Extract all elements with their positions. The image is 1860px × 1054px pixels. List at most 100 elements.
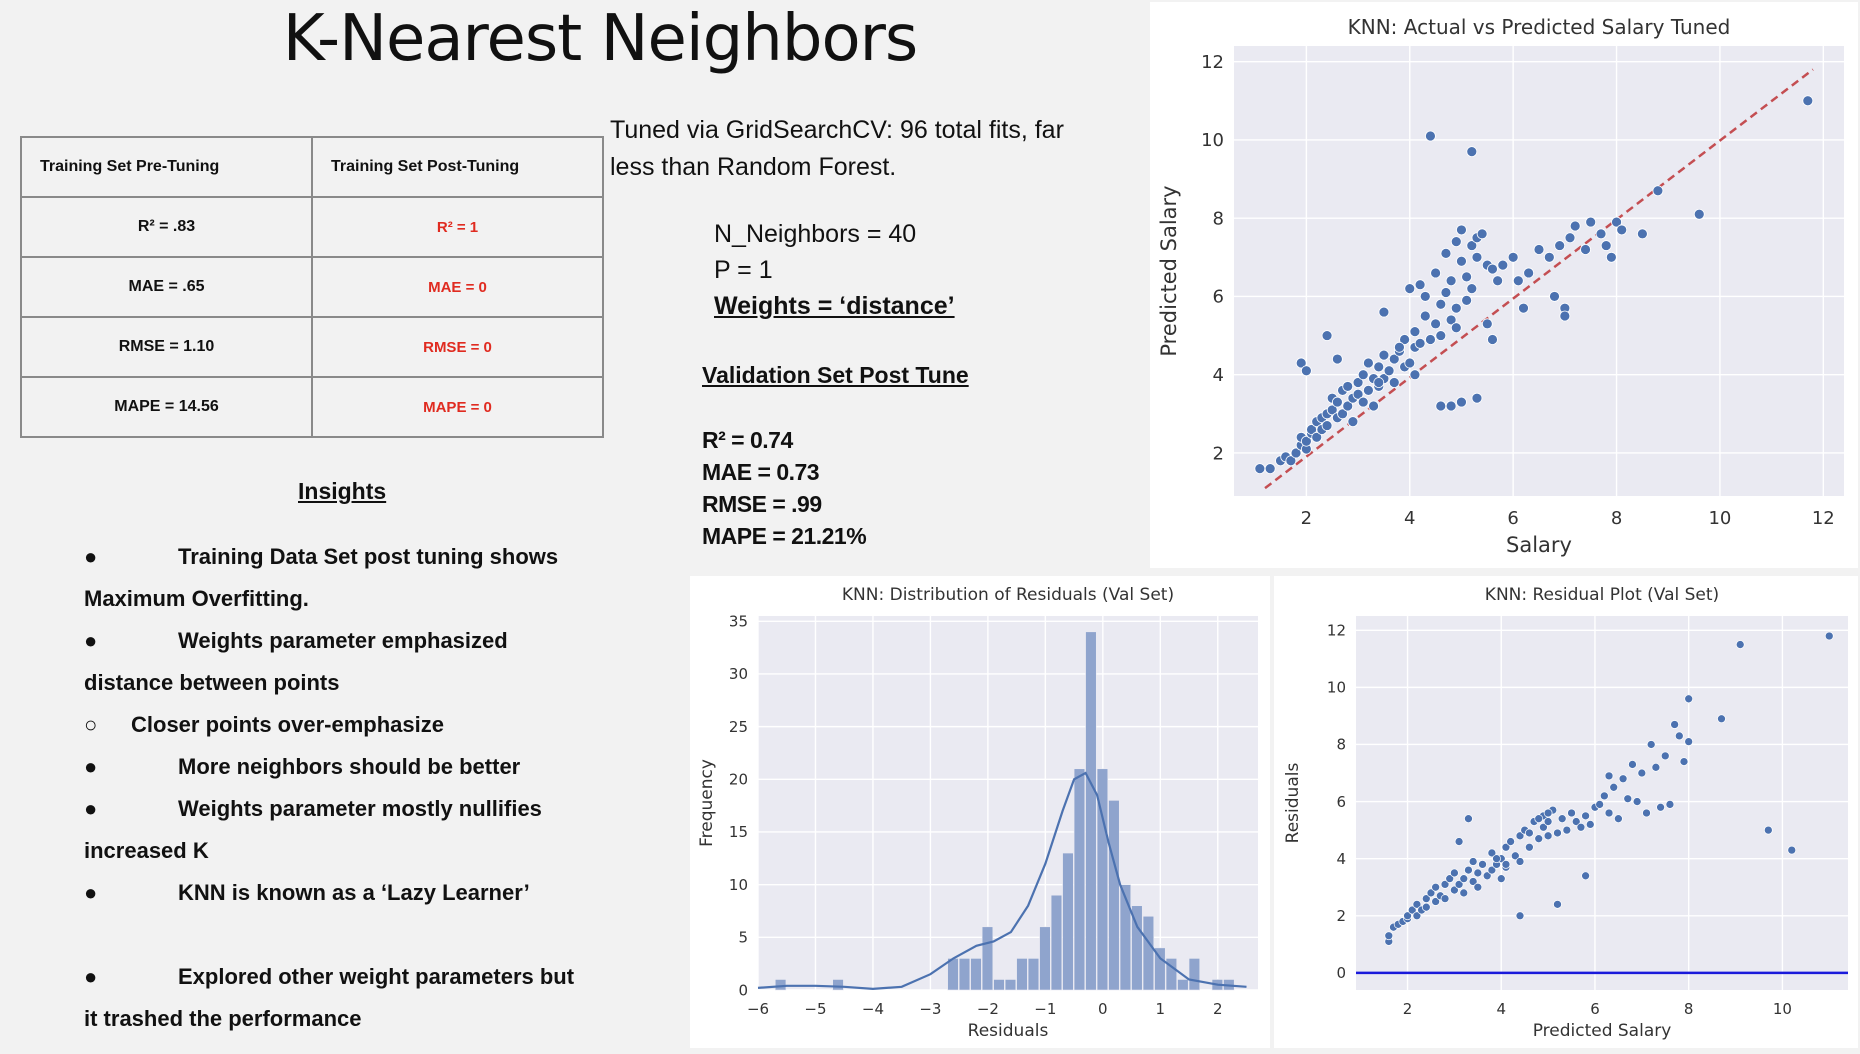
x-axis-label: Residuals bbox=[968, 1021, 1049, 1041]
data-point bbox=[1450, 868, 1459, 878]
data-point bbox=[1421, 902, 1431, 912]
data-point bbox=[1456, 255, 1467, 267]
data-point bbox=[1421, 894, 1431, 903]
data-point bbox=[1581, 871, 1590, 881]
data-point bbox=[1660, 751, 1670, 761]
x-tick-label: −4 bbox=[862, 1000, 884, 1018]
data-point bbox=[1419, 310, 1431, 322]
data-point bbox=[1670, 720, 1679, 729]
data-point bbox=[1763, 825, 1773, 835]
insight-item: ● KNN is known as a ‘Lazy Learner’ bbox=[84, 872, 644, 914]
insight-item: ● Training Data Set post tuning shows bbox=[84, 536, 644, 578]
bullet-icon: ● bbox=[84, 880, 98, 905]
x-tick-label: 4 bbox=[1496, 1000, 1506, 1018]
x-tick-label: −5 bbox=[804, 1000, 826, 1018]
data-point bbox=[1388, 353, 1400, 365]
data-point bbox=[1471, 251, 1483, 263]
insight-text: Training Data Set post tuning shows bbox=[178, 544, 559, 569]
data-point bbox=[1501, 860, 1511, 869]
histogram-bar bbox=[1142, 915, 1155, 991]
reference-line bbox=[1264, 68, 1814, 490]
x-tick-label: 6 bbox=[1590, 1000, 1600, 1018]
data-point bbox=[1473, 868, 1483, 878]
data-point bbox=[1571, 817, 1581, 826]
data-point bbox=[1466, 240, 1478, 251]
histogram-bar bbox=[981, 926, 994, 991]
x-tick-label: −1 bbox=[1034, 1000, 1056, 1018]
data-point bbox=[1383, 365, 1395, 377]
data-point bbox=[1409, 326, 1421, 338]
y-tick-label: 8 bbox=[1336, 736, 1346, 754]
histogram-bar bbox=[1096, 768, 1109, 991]
data-point bbox=[1464, 814, 1473, 824]
data-point bbox=[1600, 240, 1612, 251]
y-tick-label: 30 bbox=[729, 665, 748, 683]
data-point bbox=[1518, 302, 1529, 314]
insight-text: KNN is known as a ‘Lazy Learner’ bbox=[178, 880, 530, 905]
data-point bbox=[1605, 251, 1617, 263]
data-point bbox=[1326, 404, 1338, 416]
table-row: R² = .83 R² = 1 bbox=[20, 196, 604, 258]
insight-item: ● Weights parameter emphasized bbox=[84, 620, 644, 662]
data-point bbox=[1440, 247, 1452, 259]
data-point bbox=[1679, 757, 1689, 766]
data-point bbox=[1352, 388, 1364, 400]
table-header-post: Training Set Post-Tuning bbox=[311, 136, 604, 198]
x-tick-label: 10 bbox=[1708, 508, 1731, 529]
insight-text: More neighbors should be better bbox=[178, 754, 521, 779]
data-point bbox=[1321, 420, 1333, 431]
insight-item: ● Weights parameter mostly nullifies bbox=[84, 788, 644, 830]
x-tick-label: 2 bbox=[1301, 508, 1312, 529]
data-point bbox=[1461, 294, 1473, 306]
data-point bbox=[1515, 911, 1525, 921]
data-point bbox=[1478, 860, 1487, 869]
data-point bbox=[1399, 334, 1410, 345]
data-point bbox=[1445, 314, 1457, 326]
x-tick-label: 2 bbox=[1403, 1000, 1413, 1018]
param-p: P = 1 bbox=[714, 256, 773, 284]
table-row: MAE = .65 MAE = 0 bbox=[20, 256, 604, 318]
data-point bbox=[1404, 357, 1416, 369]
data-point bbox=[1435, 400, 1447, 412]
x-tick-label: 8 bbox=[1684, 1000, 1694, 1018]
histogram-bar bbox=[1154, 947, 1166, 991]
data-point bbox=[1824, 631, 1834, 641]
data-point bbox=[1430, 267, 1442, 279]
data-point bbox=[1543, 817, 1553, 826]
data-point bbox=[1454, 880, 1464, 889]
insight-continuation: increased K bbox=[84, 838, 209, 863]
data-point bbox=[1431, 882, 1441, 892]
data-point bbox=[1507, 251, 1519, 263]
table-cell-pre: MAPE = 14.56 bbox=[20, 376, 313, 438]
data-point bbox=[1337, 408, 1348, 420]
x-tick-label: 6 bbox=[1507, 508, 1518, 529]
histogram-bar bbox=[1062, 852, 1074, 991]
data-point bbox=[1363, 357, 1374, 369]
plot-area bbox=[758, 616, 1258, 990]
data-point bbox=[1445, 874, 1455, 884]
histogram-bar bbox=[993, 979, 1005, 991]
histogram-bar bbox=[774, 979, 787, 991]
data-point bbox=[1412, 900, 1422, 909]
data-point bbox=[1543, 808, 1553, 818]
hyperparameters: N_Neighbors = 40 P = 1 Weights = ‘distan… bbox=[714, 216, 955, 324]
data-point bbox=[1440, 287, 1452, 298]
data-point bbox=[1557, 814, 1567, 824]
data-point bbox=[1717, 714, 1726, 724]
data-point bbox=[1652, 185, 1664, 197]
data-point bbox=[1425, 334, 1436, 345]
histogram-bar bbox=[832, 979, 844, 991]
y-tick-label: 8 bbox=[1213, 208, 1224, 229]
bullet-icon: ● bbox=[84, 754, 98, 779]
data-point bbox=[1347, 416, 1359, 428]
insight-item: ● More neighbors should be better bbox=[84, 746, 644, 788]
histogram-bar bbox=[1004, 979, 1017, 991]
data-point bbox=[1562, 825, 1572, 835]
data-point bbox=[1450, 322, 1462, 334]
data-point bbox=[1426, 888, 1436, 898]
tuning-note: Tuned via GridSearchCV: 96 total fits, f… bbox=[610, 116, 1064, 181]
data-point bbox=[1549, 291, 1560, 302]
data-point bbox=[1440, 880, 1450, 889]
